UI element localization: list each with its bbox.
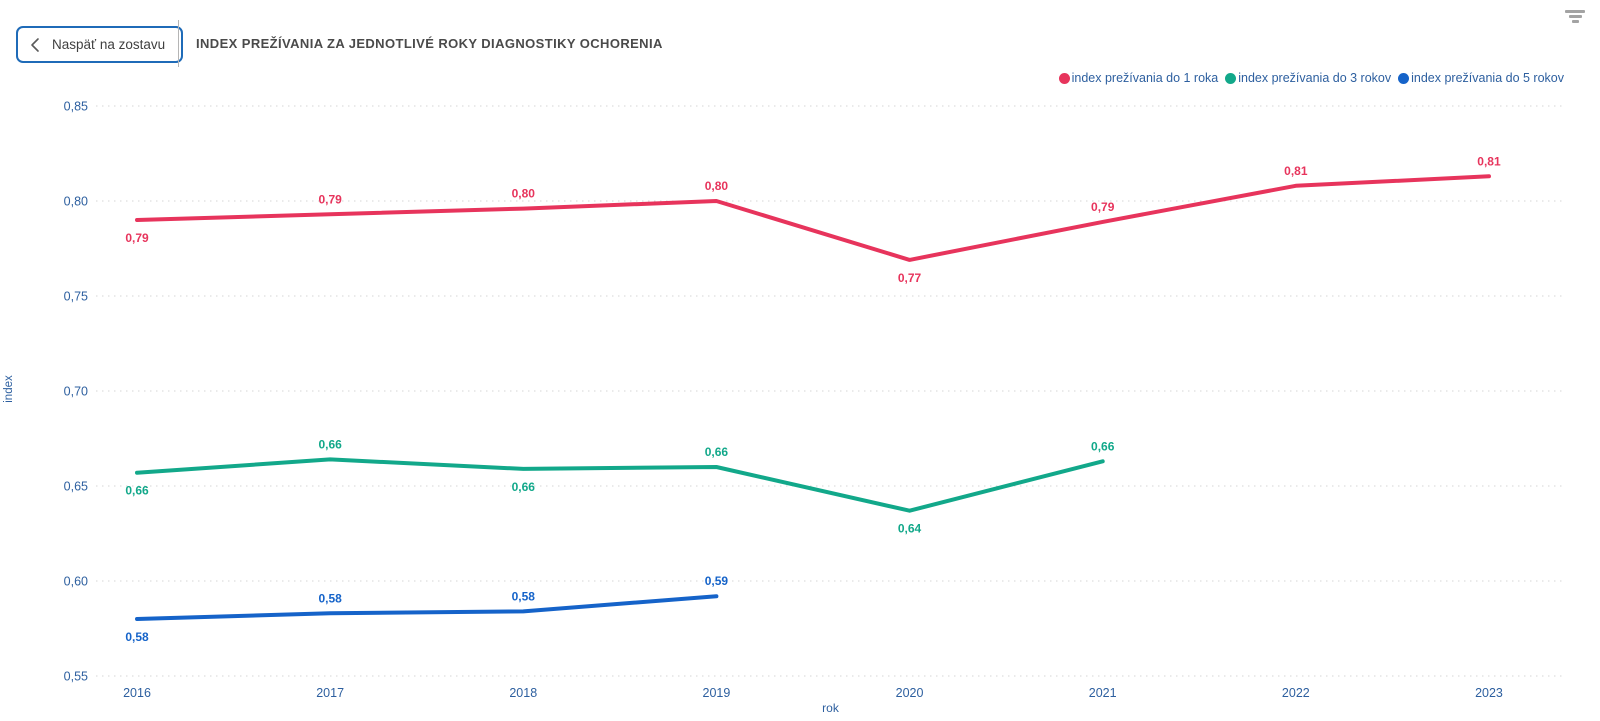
data-label: 0,81 xyxy=(1284,164,1308,178)
data-label: 0,66 xyxy=(705,445,729,459)
legend-label: index prežívania do 5 rokov xyxy=(1411,71,1564,85)
data-label: 0,66 xyxy=(1091,439,1115,453)
back-to-report-button[interactable]: Naspäť na zostavu xyxy=(16,26,184,63)
data-label: 0,66 xyxy=(318,437,342,451)
legend-label: index prežívania do 3 rokov xyxy=(1238,71,1392,85)
back-to-report-label: Naspäť na zostavu xyxy=(52,37,166,52)
data-label: 0,79 xyxy=(1091,200,1115,214)
data-label: 0,58 xyxy=(512,589,536,603)
page-title: INDEX PREŽÍVANIA ZA JEDNOTLIVÉ ROKY DIAG… xyxy=(196,36,663,51)
y-axis-title: index xyxy=(3,375,15,403)
y-axis-tick-label: 0,55 xyxy=(64,670,88,684)
line-series[interactable] xyxy=(135,174,1491,262)
chart-legend: index prežívania do 1 roka index prežívan… xyxy=(1058,71,1564,85)
data-label: 0,58 xyxy=(318,591,342,605)
y-axis-tick-label: 0,75 xyxy=(64,290,88,304)
data-label: 0,79 xyxy=(125,231,149,245)
x-axis-tick-label: 2017 xyxy=(316,686,344,700)
x-axis-tick-label: 2019 xyxy=(703,686,731,700)
data-label: 0,77 xyxy=(898,271,922,285)
x-axis-tick-label: 2023 xyxy=(1475,686,1503,700)
line-series[interactable] xyxy=(135,457,1105,513)
y-axis-tick-label: 0,80 xyxy=(64,195,88,209)
data-label: 0,80 xyxy=(512,187,536,201)
data-label: 0,59 xyxy=(705,574,729,588)
x-axis-tick-label: 2021 xyxy=(1089,686,1117,700)
data-label: 0,66 xyxy=(125,484,149,498)
header: Naspäť na zostavu INDEX PREŽÍVANIA ZA JE… xyxy=(0,0,1600,88)
legend-label: index prežívania do 1 roka xyxy=(1071,71,1219,85)
y-axis-tick-label: 0,70 xyxy=(64,385,88,399)
data-label: 0,66 xyxy=(512,480,536,494)
data-label: 0,80 xyxy=(705,179,729,193)
data-label: 0,81 xyxy=(1477,154,1501,168)
line-series[interactable] xyxy=(135,594,719,621)
legend-item[interactable]: index prežívania do 5 rokov xyxy=(1398,71,1564,85)
data-label: 0,64 xyxy=(898,522,922,536)
legend-item[interactable]: index prežívania do 1 roka xyxy=(1058,71,1219,85)
header-divider xyxy=(178,20,179,67)
chevron-left-icon xyxy=(30,37,40,53)
legend-dot-icon xyxy=(1058,72,1070,84)
data-label: 0,58 xyxy=(125,630,149,644)
x-axis-tick-label: 2016 xyxy=(123,686,151,700)
data-label: 0,79 xyxy=(318,192,342,206)
legend-item[interactable]: index prežívania do 3 rokov xyxy=(1225,71,1391,85)
legend-dot-icon xyxy=(1225,72,1237,84)
y-axis-tick-label: 0,85 xyxy=(64,100,88,114)
legend-dot-icon xyxy=(1398,72,1410,84)
y-axis-tick-label: 0,60 xyxy=(64,575,88,589)
x-axis-tick-label: 2020 xyxy=(896,686,924,700)
x-axis-title: rok xyxy=(822,701,840,715)
filter-icon[interactable] xyxy=(1564,8,1586,24)
y-axis-tick-label: 0,65 xyxy=(64,480,88,494)
x-axis-tick-label: 2022 xyxy=(1282,686,1310,700)
x-axis-tick-label: 2018 xyxy=(509,686,537,700)
